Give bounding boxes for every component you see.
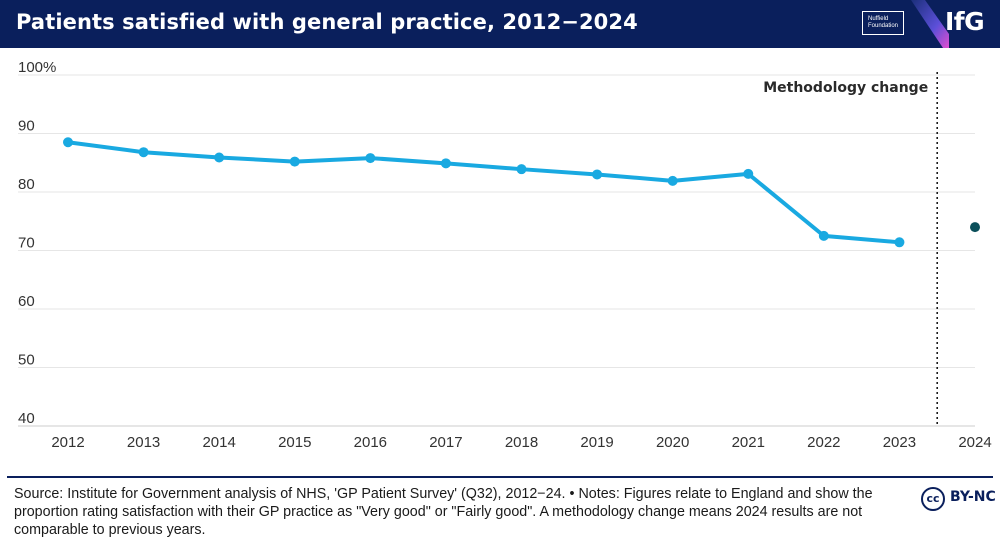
nuffield-logo-text: Nuffield Foundation (868, 16, 899, 29)
data-point-2017 (440, 158, 451, 169)
x-tick-label-2020: 2020 (656, 434, 689, 451)
ifg-logo: IfG (945, 7, 985, 36)
y-tick-label-60: 60 (18, 293, 35, 310)
x-tick-label-2024: 2024 (958, 434, 991, 451)
series-line-old-methodology (66, 140, 902, 245)
data-point-2020 (667, 175, 678, 186)
y-tick-label-40: 40 (18, 410, 35, 427)
x-tick-label-2016: 2016 (354, 434, 387, 451)
methodology-change-label: Methodology change (763, 80, 928, 96)
data-point-2012 (63, 137, 73, 148)
x-tick-label-2015: 2015 (278, 434, 311, 451)
header-bar: Patients satisfied with general practice… (0, 0, 1000, 48)
data-point-2016 (365, 153, 376, 164)
data-point-2013 (138, 147, 149, 158)
data-point-2014 (214, 152, 225, 163)
data-point-2023 (894, 237, 905, 248)
data-point-2019 (592, 169, 603, 180)
source-note: Source: Institute for Government analysi… (14, 486, 873, 538)
chart-title: Patients satisfied with general practice… (16, 10, 638, 34)
x-tick-label-2014: 2014 (202, 434, 235, 451)
footer-divider (7, 476, 993, 478)
data-point-2022 (818, 230, 829, 241)
data-point-2015 (289, 156, 300, 167)
x-tick-label-2023: 2023 (883, 434, 916, 451)
ifg-slash-graphic (911, 0, 949, 48)
y-tick-label-100: 100% (18, 59, 56, 76)
data-point-2021 (743, 168, 754, 179)
y-tick-label-70: 70 (18, 235, 35, 252)
x-tick-label-2013: 2013 (127, 434, 160, 451)
line-chart: 40 50 60 70 80 90 100% 2012 2013 2014 2015 2016 2017… (18, 59, 992, 451)
cc-icon: cc (921, 487, 945, 511)
license-label: BY-NC (950, 489, 996, 505)
x-tick-label-2019: 2019 (580, 434, 613, 451)
x-tick-label-2012: 2012 (51, 434, 84, 451)
x-tick-label-2021: 2021 (732, 434, 765, 451)
y-tick-label-50: 50 (18, 352, 35, 369)
x-tick-label-2017: 2017 (429, 434, 462, 451)
nuffield-logo: Nuffield Foundation (862, 11, 904, 35)
x-tick-label-2018: 2018 (505, 434, 538, 451)
data-point-2024-new-methodology (970, 222, 980, 233)
y-tick-label-80: 80 (18, 176, 35, 193)
x-tick-label-2022: 2022 (807, 434, 840, 451)
y-tick-label-90: 90 (18, 118, 35, 135)
data-point-2018 (516, 164, 527, 175)
